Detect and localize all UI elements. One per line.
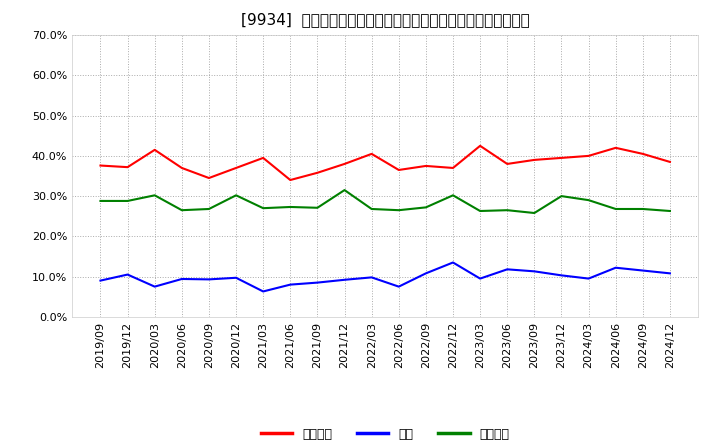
買入債務 (150, 193, 159, 198)
買入債務 (232, 193, 240, 198)
在庫 (123, 272, 132, 277)
在庫 (530, 269, 539, 274)
在庫 (232, 275, 240, 280)
買入債務 (476, 209, 485, 214)
在庫 (259, 289, 268, 294)
売上債権 (123, 165, 132, 170)
売上債権 (232, 165, 240, 171)
買入債務 (449, 193, 457, 198)
買入債務 (286, 204, 294, 209)
在庫 (367, 275, 376, 280)
買入債務 (367, 206, 376, 212)
在庫 (150, 284, 159, 289)
在庫 (204, 277, 213, 282)
売上債権 (584, 153, 593, 158)
買入債務 (611, 206, 620, 212)
売上債権 (204, 176, 213, 181)
買入債務 (341, 187, 349, 193)
売上債権 (259, 155, 268, 161)
売上債権 (665, 159, 674, 165)
在庫 (611, 265, 620, 270)
在庫 (178, 276, 186, 282)
在庫 (584, 276, 593, 281)
買入債務 (204, 206, 213, 212)
売上債権 (503, 161, 511, 167)
売上債権 (367, 151, 376, 157)
買入債務 (421, 205, 430, 210)
売上債権 (476, 143, 485, 148)
売上債権 (395, 167, 403, 172)
在庫 (503, 267, 511, 272)
買入債務 (123, 198, 132, 204)
売上債権 (611, 145, 620, 150)
売上債権 (178, 165, 186, 171)
在庫 (96, 278, 105, 283)
買入債務 (665, 209, 674, 214)
Line: 売上債権: 売上債権 (101, 146, 670, 180)
Line: 買入債務: 買入債務 (101, 190, 670, 213)
売上債権 (639, 151, 647, 157)
在庫 (449, 260, 457, 265)
買入債務 (259, 205, 268, 211)
売上債権 (421, 163, 430, 169)
Line: 在庫: 在庫 (101, 263, 670, 291)
在庫 (395, 284, 403, 289)
在庫 (639, 268, 647, 273)
Title: [9934]  売上債権、在庫、買入債務の総資産に対する比率の推移: [9934] 売上債権、在庫、買入債務の総資産に対する比率の推移 (240, 12, 530, 27)
買入債務 (639, 206, 647, 212)
在庫 (476, 276, 485, 281)
売上債権 (286, 177, 294, 183)
在庫 (421, 271, 430, 276)
在庫 (557, 273, 566, 278)
買入債務 (557, 194, 566, 199)
売上債権 (150, 147, 159, 153)
在庫 (665, 271, 674, 276)
売上債権 (449, 165, 457, 171)
売上債権 (313, 170, 322, 176)
在庫 (341, 277, 349, 282)
買入債務 (584, 198, 593, 203)
売上債権 (530, 157, 539, 162)
買入債務 (503, 208, 511, 213)
売上債権 (96, 163, 105, 168)
売上債権 (557, 155, 566, 161)
買入債務 (395, 208, 403, 213)
買入債務 (96, 198, 105, 204)
在庫 (313, 280, 322, 285)
在庫 (286, 282, 294, 287)
買入債務 (530, 210, 539, 216)
売上債権 (341, 161, 349, 167)
Legend: 売上債権, 在庫, 買入債務: 売上債権, 在庫, 買入債務 (256, 423, 515, 440)
買入債務 (313, 205, 322, 210)
買入債務 (178, 208, 186, 213)
